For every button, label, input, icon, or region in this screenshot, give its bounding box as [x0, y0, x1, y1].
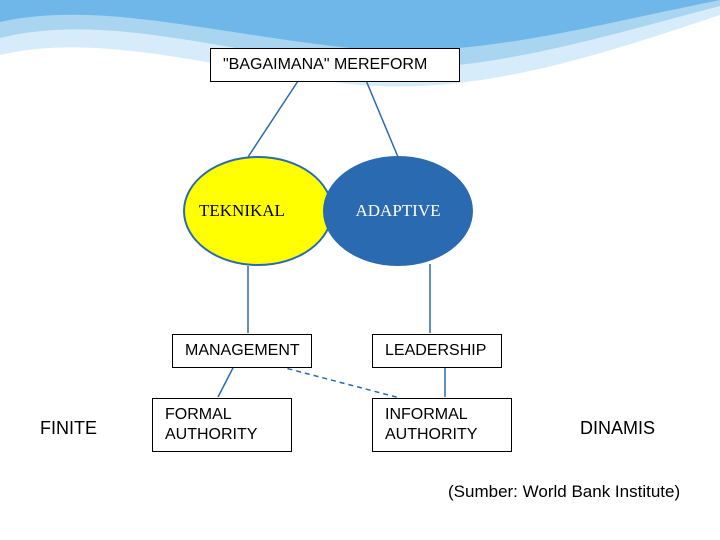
box-title: "BAGAIMANA" MEREFORM	[210, 48, 460, 82]
box-formal: FORMAL AUTHORITY	[152, 398, 292, 452]
box-informal: INFORMAL AUTHORITY	[372, 398, 512, 452]
label-finite: FINITE	[40, 418, 97, 439]
ellipse-adaptive-label: ADAPTIVE	[356, 201, 441, 221]
ellipse-adaptive: ADAPTIVE	[323, 156, 473, 266]
ellipse-teknikal-label: TEKNIKAL	[199, 201, 285, 221]
box-management: MANAGEMENT	[172, 334, 312, 368]
box-leadership: LEADERSHIP	[372, 334, 502, 368]
box-formal-line1: FORMAL	[165, 406, 232, 423]
box-informal-line2: AUTHORITY	[385, 426, 477, 443]
box-formal-line2: AUTHORITY	[165, 426, 257, 443]
box-informal-line1: INFORMAL	[385, 406, 468, 423]
ellipse-teknikal: TEKNIKAL	[183, 156, 333, 266]
box-leadership-label: LEADERSHIP	[385, 342, 486, 359]
box-management-label: MANAGEMENT	[185, 342, 300, 359]
box-title-label: "BAGAIMANA" MEREFORM	[223, 56, 427, 73]
label-source: (Sumber: World Bank Institute)	[448, 482, 680, 502]
label-dinamis: DINAMIS	[580, 418, 655, 439]
